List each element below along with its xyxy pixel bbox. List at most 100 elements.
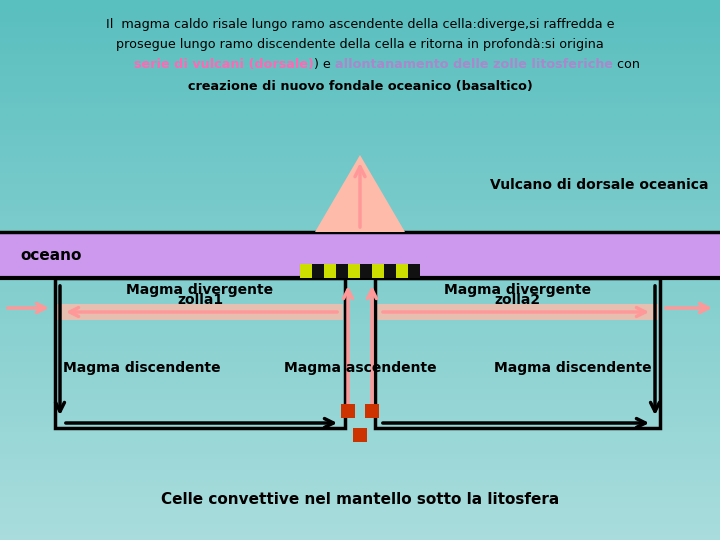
Bar xyxy=(0,437,720,443)
Bar xyxy=(0,140,720,146)
Bar xyxy=(0,211,720,216)
Bar xyxy=(0,173,720,178)
Bar xyxy=(0,535,720,540)
Bar xyxy=(0,459,720,464)
Bar xyxy=(0,243,720,248)
Bar xyxy=(0,454,720,459)
Bar xyxy=(0,22,720,27)
Bar xyxy=(0,92,720,97)
Text: con: con xyxy=(613,58,640,71)
Bar xyxy=(372,264,384,278)
Bar xyxy=(365,404,379,418)
Text: prosegue lungo ramo discendente della cella e ritorna in profondà:si origina: prosegue lungo ramo discendente della ce… xyxy=(116,38,604,51)
Bar xyxy=(0,432,720,437)
Bar xyxy=(0,346,720,351)
Bar xyxy=(0,43,720,49)
Bar xyxy=(0,227,720,232)
Bar xyxy=(0,281,720,286)
Bar xyxy=(0,130,720,135)
Bar xyxy=(0,265,720,270)
Bar xyxy=(0,254,720,259)
Bar xyxy=(0,157,720,162)
Bar xyxy=(0,232,720,278)
Bar xyxy=(0,200,720,205)
Bar xyxy=(0,421,720,427)
Bar xyxy=(0,32,720,38)
Bar xyxy=(0,340,720,346)
Bar xyxy=(0,389,720,394)
Bar xyxy=(0,427,720,432)
Bar xyxy=(341,404,355,418)
Bar xyxy=(0,308,720,313)
Bar xyxy=(0,329,720,335)
Text: oceano: oceano xyxy=(20,247,81,262)
Bar xyxy=(336,264,348,278)
Text: allontanamento delle zolle litosferiche: allontanamento delle zolle litosferiche xyxy=(335,58,613,71)
Bar xyxy=(0,16,720,22)
Bar xyxy=(0,529,720,535)
Bar xyxy=(0,270,720,275)
Bar xyxy=(0,184,720,189)
Text: Il  magma caldo risale lungo ramo ascendente della cella:diverge,si raffredda e: Il magma caldo risale lungo ramo ascende… xyxy=(106,18,614,31)
Bar xyxy=(0,151,720,157)
Bar xyxy=(0,76,720,81)
Bar xyxy=(0,5,720,11)
Bar xyxy=(0,362,720,367)
Bar xyxy=(348,264,360,278)
Bar xyxy=(396,264,408,278)
Text: creazione di nuovo fondale oceanico (basaltico): creazione di nuovo fondale oceanico (bas… xyxy=(188,80,532,93)
Bar xyxy=(0,162,720,167)
Bar xyxy=(0,108,720,113)
Bar xyxy=(377,304,658,320)
Bar xyxy=(0,448,720,454)
Bar xyxy=(0,124,720,130)
Bar xyxy=(0,518,720,524)
Polygon shape xyxy=(315,155,405,232)
Bar xyxy=(0,113,720,119)
Bar xyxy=(0,275,720,281)
Bar xyxy=(0,286,720,292)
Bar xyxy=(0,416,720,421)
Bar xyxy=(0,508,720,513)
Bar xyxy=(0,259,720,265)
Bar xyxy=(0,497,720,502)
Bar xyxy=(0,356,720,362)
Text: zolla1: zolla1 xyxy=(177,293,223,307)
Bar xyxy=(0,324,720,329)
Bar xyxy=(0,470,720,475)
Text: serie di vulcani (dorsale): serie di vulcani (dorsale) xyxy=(135,58,315,71)
Bar xyxy=(360,264,372,278)
Bar xyxy=(0,302,720,308)
Bar xyxy=(375,278,660,428)
Bar xyxy=(0,232,720,238)
Bar xyxy=(0,238,720,243)
Bar xyxy=(0,205,720,211)
Bar xyxy=(0,405,720,410)
Bar xyxy=(0,502,720,508)
Bar xyxy=(384,264,396,278)
Bar xyxy=(0,248,720,254)
Bar xyxy=(324,264,336,278)
Bar xyxy=(0,189,720,194)
Text: Magma discendente: Magma discendente xyxy=(495,361,652,375)
Bar xyxy=(0,27,720,32)
Bar xyxy=(0,378,720,383)
Bar xyxy=(0,178,720,184)
Bar xyxy=(353,428,367,442)
Bar xyxy=(0,410,720,416)
Bar xyxy=(0,135,720,140)
Text: Magma ascendente: Magma ascendente xyxy=(284,361,436,375)
Bar xyxy=(0,119,720,124)
Bar xyxy=(0,11,720,16)
Bar xyxy=(0,486,720,491)
Bar xyxy=(0,524,720,529)
Bar xyxy=(0,335,720,340)
Text: Magma divergente: Magma divergente xyxy=(127,283,274,297)
Bar xyxy=(0,59,720,65)
Bar xyxy=(0,443,720,448)
Bar xyxy=(0,216,720,221)
Bar xyxy=(0,0,720,5)
Bar xyxy=(0,475,720,481)
Bar xyxy=(0,86,720,92)
Bar xyxy=(0,400,720,405)
